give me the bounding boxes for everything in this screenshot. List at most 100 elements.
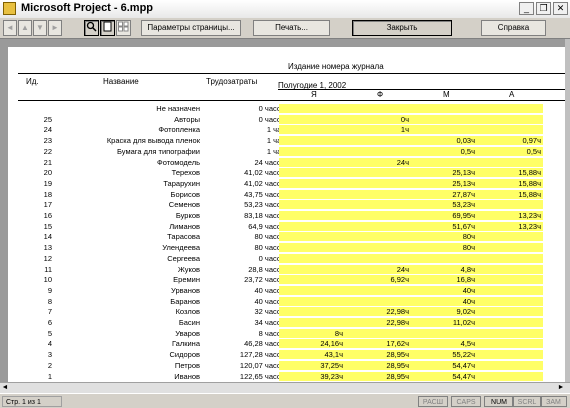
row-id: 5 xyxy=(47,328,52,338)
month-work-cell: 25,13ч xyxy=(411,178,477,188)
resource-work: 122,65 часов xyxy=(239,371,285,381)
month-work-cell xyxy=(477,125,543,135)
page-setup-button[interactable]: Параметры страницы... xyxy=(141,20,241,36)
month-work-cell: 39,23ч xyxy=(279,371,345,381)
month-work-cell xyxy=(279,307,345,317)
month-work-cell xyxy=(279,189,345,199)
month-work-cell xyxy=(477,328,543,338)
month-work-cell: 28,95ч xyxy=(345,371,411,381)
resource-work: 41,02 часов xyxy=(244,168,285,178)
row-id: 21 xyxy=(43,157,52,167)
resource-name: Урванов xyxy=(171,285,200,295)
scroll-left-icon[interactable]: ◄ xyxy=(1,384,9,391)
help-button[interactable]: Справка xyxy=(481,20,546,36)
row-id: 2 xyxy=(47,360,52,370)
month-work-cell: 55,22ч xyxy=(411,350,477,360)
month-work-cell: 15,88ч xyxy=(477,168,543,178)
status-indicator: NUM xyxy=(484,396,514,407)
month-work-cell xyxy=(279,211,345,220)
month-work-cell: 11,02ч xyxy=(411,318,477,327)
scroll-right-icon[interactable]: ► xyxy=(557,384,565,391)
resource-name: Тарасова xyxy=(167,232,200,242)
table-row: 8 Баранов 40 часов 40ч xyxy=(18,296,565,307)
month-work-cell xyxy=(477,264,543,274)
next-page-right-button[interactable]: ► xyxy=(48,20,62,36)
report-title: Издание номера журнала xyxy=(288,62,384,71)
month-work-cell xyxy=(477,285,543,295)
prev-page-up-button[interactable]: ▲ xyxy=(18,20,32,36)
print-button[interactable]: Печать... xyxy=(253,20,330,36)
month-work-cell xyxy=(279,285,345,295)
resource-work: 43,75 часов xyxy=(244,189,285,199)
month-work-cell xyxy=(345,253,411,263)
resource-work: 28,8 часов xyxy=(248,264,285,274)
multiple-pages-icon[interactable] xyxy=(116,20,131,36)
month-header: Я xyxy=(311,90,317,99)
month-work-cell xyxy=(345,243,411,253)
month-work-cell: 4,8ч xyxy=(411,264,477,274)
resource-name: Терехов xyxy=(171,168,200,178)
row-id: 22 xyxy=(43,146,52,156)
resource-work: 8 часов xyxy=(258,328,285,338)
row-id: 6 xyxy=(47,318,52,327)
status-indicator: SCRL xyxy=(512,396,542,407)
month-work-cell xyxy=(477,339,543,349)
resource-name: Баранов xyxy=(170,296,200,306)
month-work-cell xyxy=(411,104,477,113)
month-work-cell: 24ч xyxy=(345,264,411,274)
month-work-cell xyxy=(279,114,345,124)
column-rule xyxy=(18,100,565,101)
table-row: 1 Иванов 122,65 часов 39,23ч 28,95ч 54,47ч xyxy=(18,371,565,382)
resource-name: Фотомодель xyxy=(157,157,200,167)
resource-work: 24 часов xyxy=(254,157,286,167)
resource-name: Улендеева xyxy=(162,243,200,253)
month-work-cell xyxy=(477,253,543,263)
preview-area[interactable]: Издание номера журнала Ид. Название Труд… xyxy=(0,39,565,382)
resource-name: Жуков xyxy=(177,264,200,274)
month-work-cell: 13,23ч xyxy=(477,211,543,220)
month-work-cell xyxy=(345,200,411,210)
report-page: Издание номера журнала Ид. Название Труд… xyxy=(8,47,565,382)
horizontal-scrollbar[interactable]: ◄ ► xyxy=(0,382,570,394)
month-work-cell xyxy=(477,200,543,210)
row-id: 20 xyxy=(43,168,52,178)
print-preview-toolbar: ◄ ▲ ▼ ► Параметры страницы... Печать... … xyxy=(0,18,570,39)
minimize-button[interactable]: _ xyxy=(519,2,534,15)
col-id-header: Ид. xyxy=(26,77,39,86)
month-work-cell xyxy=(477,296,543,306)
table-row: 12 Сергеева 0 часов xyxy=(18,253,565,264)
close-window-button[interactable]: ✕ xyxy=(553,2,568,15)
month-work-cell xyxy=(477,157,543,167)
month-work-cell: 15,88ч xyxy=(477,189,543,199)
restore-button[interactable]: ❐ xyxy=(536,2,551,15)
prev-page-left-button[interactable]: ◄ xyxy=(3,20,17,36)
next-page-down-button[interactable]: ▼ xyxy=(33,20,47,36)
month-work-cell xyxy=(279,178,345,188)
row-id: 18 xyxy=(43,189,52,199)
month-work-cell xyxy=(345,136,411,146)
resource-name: Авторы xyxy=(174,114,200,124)
row-id: 8 xyxy=(47,296,52,306)
month-work-cell xyxy=(279,275,345,285)
month-work-cell: 28,95ч xyxy=(345,360,411,370)
resource-name: Борисов xyxy=(170,189,200,199)
table-row: 25 Авторы 0 часов 0ч xyxy=(18,114,565,125)
period-rule xyxy=(278,89,565,90)
month-work-cell xyxy=(279,125,345,135)
month-work-cell xyxy=(345,232,411,242)
resource-name: Тарарухин xyxy=(163,178,200,188)
row-id: 19 xyxy=(43,178,52,188)
row-id: 25 xyxy=(43,114,52,124)
one-page-icon[interactable] xyxy=(100,20,115,36)
month-work-cell xyxy=(279,296,345,306)
month-work-cell xyxy=(345,189,411,199)
resource-work: 64,9 часов xyxy=(248,221,285,231)
zoom-icon[interactable] xyxy=(84,20,99,36)
month-work-cell xyxy=(411,253,477,263)
resource-work: 0 часов xyxy=(258,253,285,263)
month-work-cell: 16,8ч xyxy=(411,275,477,285)
resource-work: 40 часов xyxy=(254,285,286,295)
vertical-scrollbar[interactable] xyxy=(565,39,570,382)
month-work-cell xyxy=(279,146,345,156)
close-preview-button[interactable]: Закрыть xyxy=(352,20,452,36)
